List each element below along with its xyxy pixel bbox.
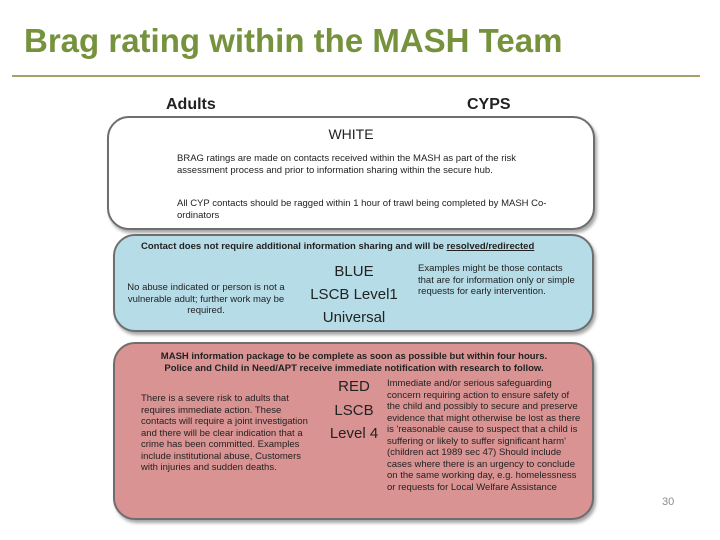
blue-rating-box: Contact does not require additional info… [113,234,594,332]
red-rating-box: MASH information package to be complete … [113,342,594,520]
red-cyps-text: Immediate and/or serious safeguarding co… [387,378,581,493]
cyps-column-header: CYPS [467,96,511,113]
red-level-label: RED [338,378,370,395]
blue-universal-label: Universal [322,309,386,326]
blue-banner-text: Contact does not require additional info… [141,241,447,252]
adults-column-header: Adults [166,96,216,113]
blue-banner: Contact does not require additional info… [141,241,581,253]
white-paragraph-1: BRAG ratings are made on contacts receiv… [177,153,516,176]
blue-banner-underlined: resolved/redirected [446,241,535,252]
white-heading: WHITE [328,126,374,142]
blue-lscb-level: LSCB Level1 [310,286,398,303]
blue-level-label: BLUE [334,263,374,280]
red-banner-line-2: Police and Child in Need/APT receive imm… [164,363,544,374]
red-adults-text: There is a severe risk to adults that re… [141,393,308,473]
white-paragraph-2: All CYP contacts should be ragged within… [177,198,547,221]
red-lscb-label: LSCB [334,402,374,419]
title-divider [12,75,700,77]
white-rating-box: WHITE BRAG ratings are made on contacts … [107,116,595,230]
page-number: 30 [662,496,675,508]
blue-adults-text: No abuse indicated or person is not a vu… [127,282,285,316]
red-banner-line-1: MASH information package to be complete … [160,351,548,362]
blue-cyps-text: Examples might be those contacts that ar… [418,263,575,297]
slide-title: Brag rating within the MASH Team [24,22,563,59]
red-level-4-label: Level 4 [329,425,379,442]
